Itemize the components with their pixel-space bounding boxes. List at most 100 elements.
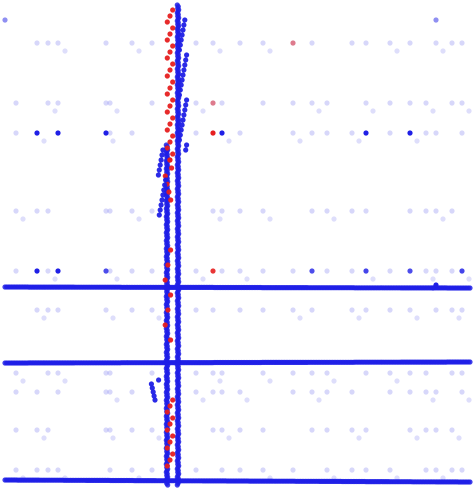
red-data-point <box>168 292 174 298</box>
data-point <box>149 370 155 376</box>
data-point <box>309 40 315 46</box>
data-point <box>210 208 216 214</box>
data-point <box>34 208 40 214</box>
data-point <box>349 389 355 395</box>
data-point <box>423 208 429 214</box>
blue-data-point <box>156 212 162 218</box>
data-point <box>260 100 266 106</box>
data-point <box>449 100 455 106</box>
data-point <box>363 40 369 46</box>
data-point <box>394 378 400 384</box>
data-point <box>237 389 243 395</box>
data-point <box>433 268 439 274</box>
data-point <box>433 467 439 473</box>
data-point <box>41 315 47 321</box>
data-point <box>363 208 369 214</box>
red-data-point <box>166 189 172 195</box>
data-point <box>110 435 116 441</box>
red-data-point <box>167 457 173 463</box>
data-point <box>387 307 393 313</box>
data-point <box>309 208 315 214</box>
data-point <box>290 467 296 473</box>
data-point <box>370 276 376 282</box>
data-point <box>407 40 413 46</box>
data-point <box>103 307 109 313</box>
data-point <box>459 389 465 395</box>
blue-data-point <box>160 147 166 153</box>
data-point <box>324 389 330 395</box>
data-point <box>217 216 223 222</box>
data-point <box>149 208 155 214</box>
data-point <box>260 268 266 274</box>
data-point <box>219 427 225 433</box>
data-point <box>20 216 26 222</box>
data-point <box>244 276 250 282</box>
red-data-point <box>162 277 168 283</box>
data-point <box>459 307 465 313</box>
data-point <box>62 378 68 384</box>
data-point <box>433 130 439 136</box>
data-point <box>149 40 155 46</box>
red-data-point <box>164 109 170 115</box>
blue-data-point <box>182 107 188 113</box>
red-data-point <box>167 421 173 427</box>
blue-data-point <box>156 167 162 173</box>
blue-highlight-point <box>407 268 413 274</box>
data-point <box>440 48 446 54</box>
blue-data-point <box>184 52 190 58</box>
data-point <box>363 427 369 433</box>
data-point <box>324 130 330 136</box>
data-point <box>45 208 51 214</box>
data-point <box>324 467 330 473</box>
red-data-point <box>167 157 173 163</box>
data-point <box>430 276 436 282</box>
red-data-point <box>170 451 176 457</box>
data-point <box>309 389 315 395</box>
series-line-point <box>174 482 180 488</box>
data-point <box>107 208 113 214</box>
blue-highlight-point <box>34 130 40 136</box>
red-data-point <box>164 19 170 25</box>
blue-data-point <box>177 132 183 138</box>
data-point <box>129 208 135 214</box>
data-point <box>449 208 455 214</box>
data-point <box>449 40 455 46</box>
data-point <box>13 208 19 214</box>
data-point <box>387 467 393 473</box>
blue-data-point <box>152 397 158 403</box>
data-point <box>459 130 465 136</box>
red-data-point <box>164 91 170 97</box>
blue-data-point <box>180 117 186 123</box>
data-point <box>459 100 465 106</box>
data-point <box>41 138 47 144</box>
blue-data-point <box>184 142 190 148</box>
data-point <box>200 397 206 403</box>
blue-data-point <box>178 127 184 133</box>
data-point <box>349 130 355 136</box>
data-point <box>149 100 155 106</box>
red-data-point <box>167 103 173 109</box>
data-point <box>260 40 266 46</box>
blue-data-point <box>180 27 186 33</box>
red-data-point <box>170 415 176 421</box>
red-data-point <box>170 433 176 439</box>
data-point <box>433 307 439 313</box>
data-point <box>210 389 216 395</box>
data-point <box>459 40 465 46</box>
data-point <box>217 48 223 54</box>
red-data-point <box>170 397 176 403</box>
blue-highlight-point <box>103 268 109 274</box>
data-point <box>129 427 135 433</box>
blue-data-point <box>177 87 183 93</box>
data-point <box>13 370 19 376</box>
data-point <box>193 467 199 473</box>
red-data-point <box>162 322 168 328</box>
red-data-point <box>167 13 173 19</box>
blue-data-point <box>178 82 184 88</box>
data-point <box>237 130 243 136</box>
data-point <box>356 315 362 321</box>
red-data-point <box>165 262 171 268</box>
data-point <box>297 315 303 321</box>
red-data-point <box>164 463 170 469</box>
